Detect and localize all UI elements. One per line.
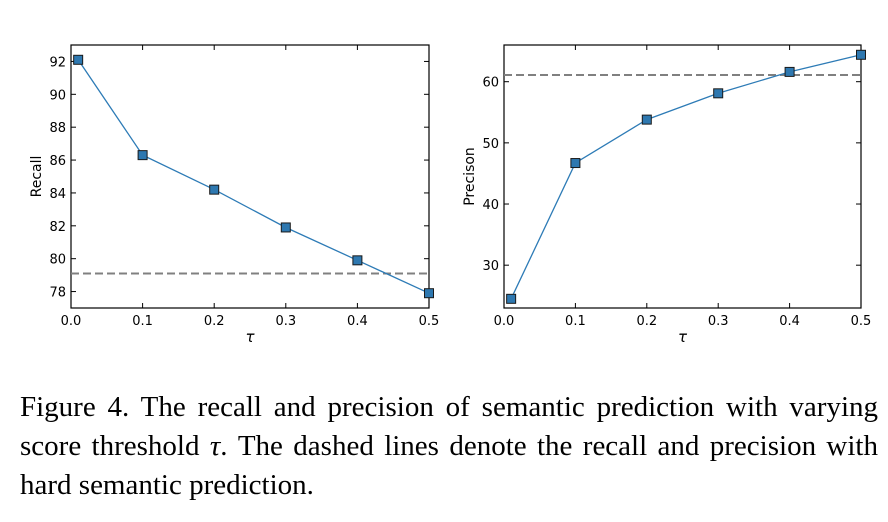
recall-data-point xyxy=(424,288,434,299)
precision-x-tick-label: 0.1 xyxy=(565,314,586,329)
caption-prefix: Figure 4. The recall and precision of se… xyxy=(20,391,878,462)
precision-axes-frame xyxy=(503,44,862,309)
caption-suffix: . The dashed lines denote the recall and… xyxy=(20,430,878,501)
precision-x-tick-label: 0.4 xyxy=(779,314,800,329)
precision-y-tick-label: 50 xyxy=(482,137,499,152)
precision-data-point xyxy=(506,293,517,304)
caption-tau-symbol: τ xyxy=(209,430,221,462)
precision-series-line xyxy=(510,54,862,300)
recall-y-tick-label: 90 xyxy=(49,88,66,103)
precision-x-tick-label: 0.3 xyxy=(708,314,729,329)
recall-y-tick-label: 84 xyxy=(49,187,66,202)
precision-x-tick-label: 0.2 xyxy=(636,314,657,329)
recall-x-tick-label: 0.3 xyxy=(275,314,296,329)
precision-data-point xyxy=(713,88,724,99)
recall-x-axis-label: τ xyxy=(245,328,255,346)
precision-data-point xyxy=(641,114,652,125)
precision-x-axis-label: τ xyxy=(678,328,688,346)
recall-data-point xyxy=(137,150,148,161)
recall-y-axis-label: Recall xyxy=(29,156,45,198)
recall-series-line xyxy=(77,59,430,294)
recall-x-tick-label: 0.2 xyxy=(204,314,225,329)
recall-x-tick-label: 0.5 xyxy=(419,314,440,329)
precision-data-point xyxy=(784,66,795,77)
recall-x-tick-label: 0.4 xyxy=(347,314,368,329)
recall-x-tick-label: 0.1 xyxy=(132,314,153,329)
recall-y-tick-label: 78 xyxy=(49,286,66,301)
recall-axes-frame xyxy=(70,44,430,309)
recall-y-tick-label: 80 xyxy=(49,253,66,268)
precision-y-tick-label: 60 xyxy=(482,76,499,91)
recall-chart: 0.0 0.1 0.2 0.3 0.4 0.5 78 80 82 84 86 88 90 92 τ Recal… xyxy=(29,44,440,346)
recall-data-point xyxy=(280,222,291,233)
precision-y-tick-label: 40 xyxy=(482,198,499,213)
recall-y-tick-label: 86 xyxy=(49,154,66,169)
precision-y-axis-label: Precison xyxy=(462,147,478,206)
precision-chart: 0.0 0.1 0.2 0.3 0.4 0.5 30 40 50 60 τ Precison xyxy=(462,44,872,346)
figure: 0.0 0.1 0.2 0.3 0.4 0.5 78 80 82 84 86 88 90 92 τ Recal… xyxy=(29,44,872,346)
precision-x-tick-label: 0.0 xyxy=(494,314,515,329)
precision-x-tick-label: 0.5 xyxy=(851,314,872,329)
recall-x-tick-label: 0.0 xyxy=(61,314,82,329)
precision-data-point xyxy=(570,158,581,169)
recall-y-tick-label: 82 xyxy=(49,220,66,235)
figure-caption: Figure 4. The recall and precision of se… xyxy=(20,388,878,505)
recall-y-tick-label: 92 xyxy=(49,55,66,70)
recall-data-point xyxy=(73,54,84,65)
recall-data-point xyxy=(352,255,363,266)
recall-data-point xyxy=(209,184,220,195)
recall-y-tick-label: 88 xyxy=(49,121,66,136)
precision-y-tick-label: 30 xyxy=(482,259,499,274)
precision-data-point xyxy=(856,49,866,60)
